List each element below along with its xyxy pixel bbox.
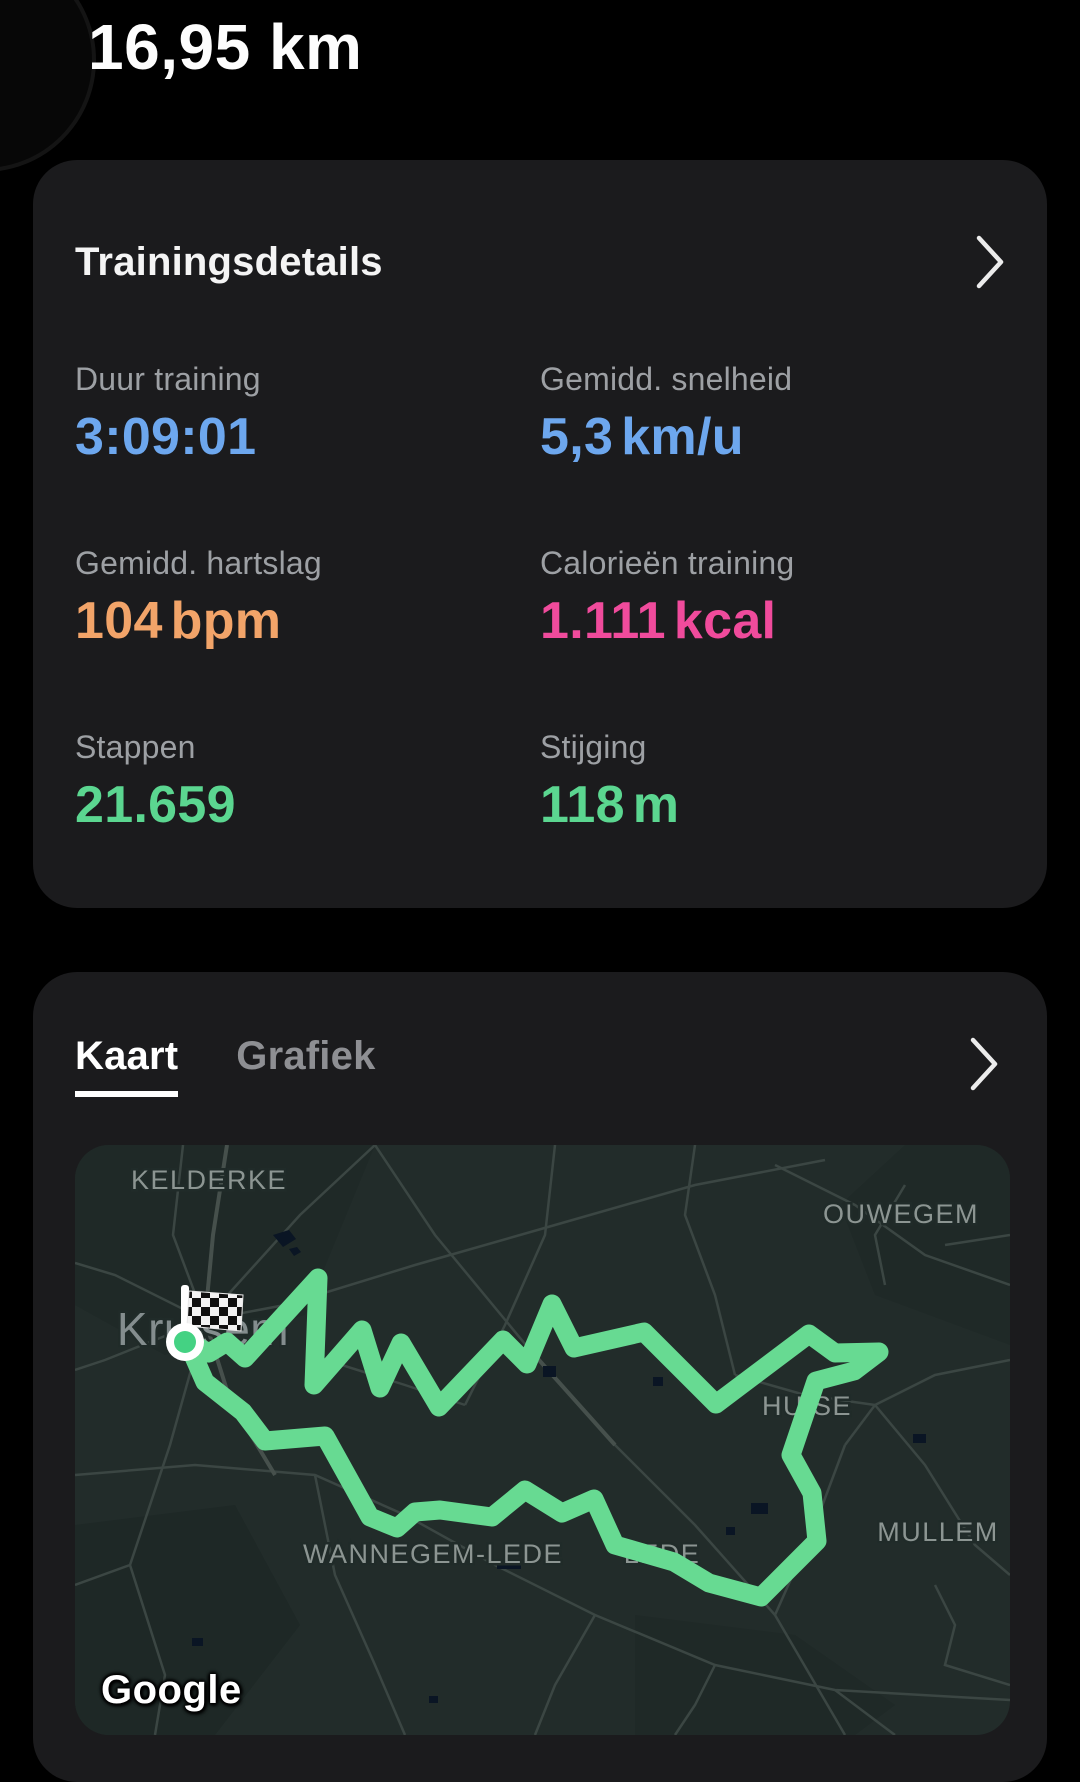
total-distance: 16,95 km (88, 11, 363, 83)
map-canvas: KELDERKE OUWEGEM Kruisem HUISE WANNEGEM-… (75, 1145, 1010, 1735)
start-marker-icon (166, 1323, 204, 1361)
chevron-right-icon[interactable] (969, 1036, 999, 1092)
map-label-ouwegem: OUWEGEM (823, 1199, 979, 1229)
stats-grid: Duur training 3:09:01 Gemidd. snelheid 5… (75, 360, 1005, 836)
training-details-card[interactable]: Trainingsdetails Duur training 3:09:01 G… (33, 160, 1047, 908)
details-card-title: Trainingsdetails (75, 239, 383, 284)
stat-duration-value: 3:09:01 (75, 408, 257, 466)
workout-route-polyline (177, 1268, 889, 1607)
stat-duration: Duur training 3:09:01 (75, 361, 261, 466)
map-label-kelderke: KELDERKE (131, 1165, 287, 1195)
tab-grafiek[interactable]: Grafiek (236, 1034, 376, 1078)
chevron-right-icon[interactable] (975, 234, 1005, 290)
map-card: Kaart Grafiek (33, 972, 1047, 1782)
stat-avg-speed-value: 5,3 (540, 408, 614, 466)
google-maps-logo: Google (101, 1668, 242, 1712)
tab-kaart[interactable]: Kaart (75, 1034, 179, 1097)
map-dark-patches (192, 1230, 926, 1703)
stat-calories: Calorieën training 1.111 kcal (540, 545, 795, 650)
map-card-tabs: Kaart Grafiek (75, 1034, 376, 1097)
stat-avg-heartrate: Gemidd. hartslag 104 bpm (75, 545, 322, 650)
route-map[interactable]: KELDERKE OUWEGEM Kruisem HUISE WANNEGEM-… (75, 1145, 1010, 1735)
stat-elevation-value: 118 (540, 776, 625, 834)
map-label-wannegem-lede: WANNEGEM-LEDE (303, 1539, 563, 1569)
stat-avg-speed: Gemidd. snelheid 5,3 km/u (540, 361, 793, 466)
stat-steps: Stappen 21.659 (75, 729, 236, 834)
stat-calories-value: 1.111 (540, 592, 666, 650)
map-label-mullem: MULLEM (877, 1517, 999, 1547)
stat-steps-value: 21.659 (75, 776, 236, 834)
stat-elevation: Stijging 118 m (540, 729, 680, 834)
progress-ring-arc (0, 0, 96, 172)
stat-avg-heartrate-value: 104 (75, 592, 163, 650)
